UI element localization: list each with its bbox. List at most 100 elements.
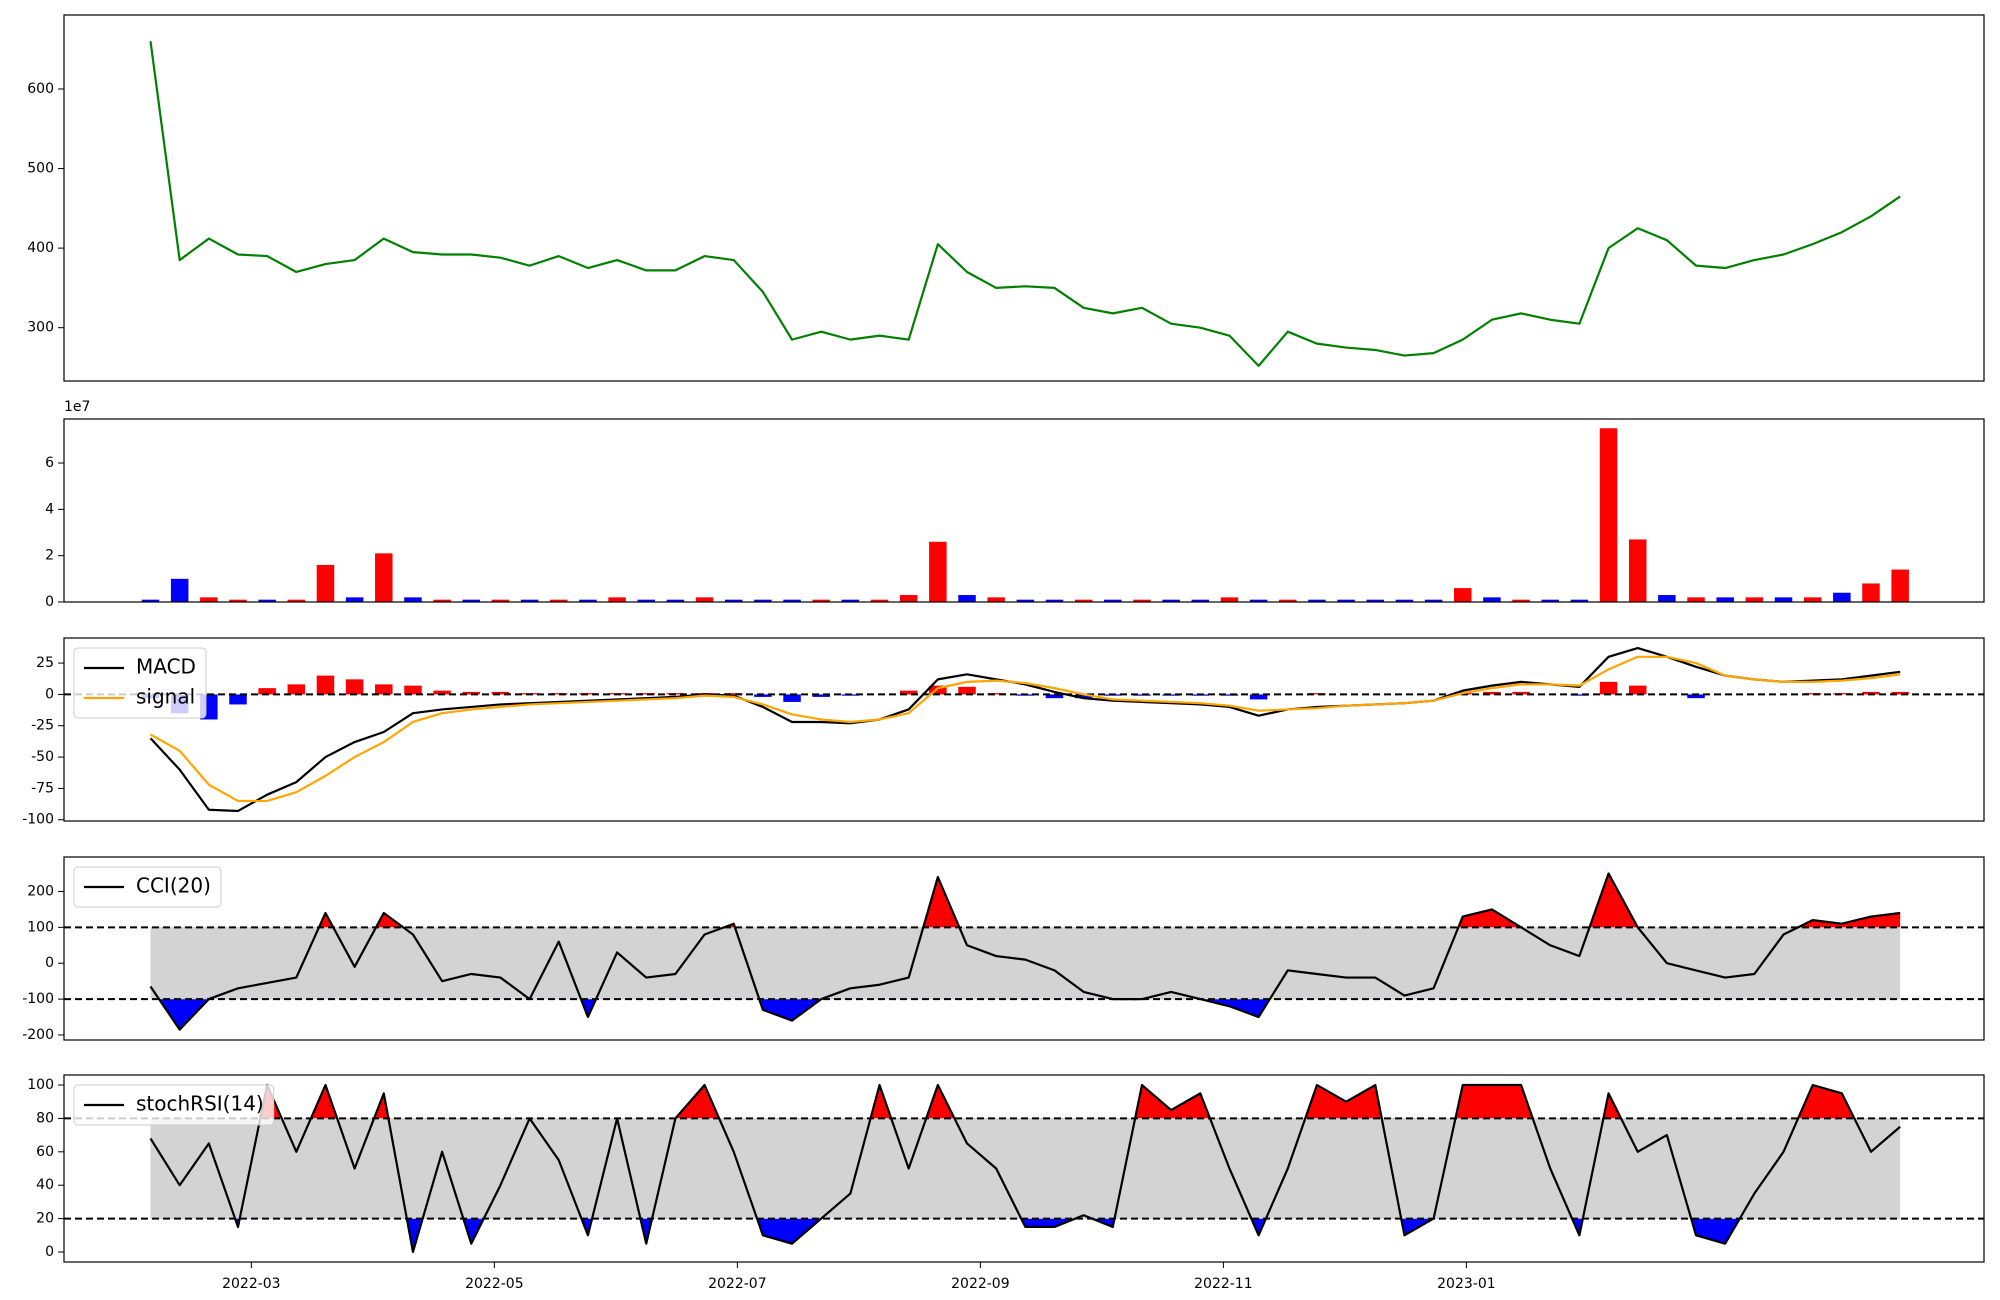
y-tick-label: 200 xyxy=(27,883,54,899)
bar xyxy=(258,688,276,695)
y-tick-label: 40 xyxy=(36,1177,54,1193)
bar xyxy=(200,597,218,602)
y-tick-label: -200 xyxy=(22,1027,54,1043)
bar xyxy=(345,597,364,602)
y-tick-label: 60 xyxy=(36,1144,54,1160)
fill-below xyxy=(150,999,1901,1030)
bar xyxy=(637,599,655,602)
y-tick-label: 100 xyxy=(27,919,54,935)
y-tick-label: 600 xyxy=(27,81,54,97)
bar xyxy=(1716,597,1734,602)
legend-box xyxy=(73,866,222,908)
axes-frame xyxy=(63,637,1985,822)
bar xyxy=(812,694,830,697)
bar xyxy=(899,595,918,602)
bar xyxy=(637,693,655,695)
y-tick-label: 0 xyxy=(45,1244,54,1260)
legend: MACD signal xyxy=(73,647,207,719)
legend: CCI(20) xyxy=(73,866,222,908)
bar xyxy=(229,599,247,602)
y-tick-label: 400 xyxy=(27,240,54,256)
bar xyxy=(462,691,481,695)
bar xyxy=(433,690,451,695)
y-tick-label: -50 xyxy=(31,749,54,765)
bar xyxy=(1891,691,1909,695)
bar xyxy=(1803,693,1822,695)
bar xyxy=(1249,694,1268,700)
band xyxy=(150,927,1901,1000)
bar xyxy=(170,578,189,602)
y-tick-label: 80 xyxy=(36,1110,54,1126)
y-tick-label: 300 xyxy=(27,320,54,336)
line xyxy=(149,646,1901,813)
axes-frame xyxy=(63,856,1985,1041)
y-tick-label: 500 xyxy=(27,161,54,177)
y-tick-label: -100 xyxy=(22,812,54,828)
offset-label: 1e7 xyxy=(64,399,90,415)
bar xyxy=(1133,599,1151,602)
band xyxy=(150,1118,1901,1219)
bar xyxy=(1162,599,1180,602)
bar xyxy=(1862,691,1880,695)
bar xyxy=(462,599,481,602)
bar xyxy=(870,599,889,602)
legend: stochRSI(14) xyxy=(73,1084,275,1126)
y-tick-label: 2 xyxy=(45,548,54,564)
bar xyxy=(1658,595,1676,602)
x-tick-label: 2022-09 xyxy=(951,1276,1010,1292)
bar xyxy=(287,599,306,602)
legend-box xyxy=(73,647,207,719)
line xyxy=(149,655,1901,803)
y-tick-label: -25 xyxy=(31,718,54,734)
y-tick-label: 20 xyxy=(36,1211,54,1227)
bar xyxy=(1541,599,1559,602)
bar xyxy=(929,685,947,695)
bar xyxy=(1249,599,1268,602)
bar xyxy=(1074,694,1093,699)
bar xyxy=(1687,597,1705,602)
plot-area xyxy=(149,41,1901,367)
bar xyxy=(1279,599,1297,602)
y-tick-label: 0 xyxy=(45,686,54,702)
plot-area xyxy=(141,428,1909,602)
bar xyxy=(754,694,772,697)
bar xyxy=(958,595,976,602)
bar xyxy=(1045,599,1064,602)
bar xyxy=(1512,599,1530,602)
bar xyxy=(783,694,801,702)
fill-below xyxy=(150,1218,1901,1252)
bar xyxy=(1337,599,1355,602)
bar xyxy=(958,686,976,695)
bar xyxy=(550,693,568,695)
plot-area xyxy=(64,1083,1984,1254)
bar xyxy=(1191,599,1210,602)
bar xyxy=(229,694,247,705)
bar xyxy=(1570,694,1589,696)
bar xyxy=(1862,583,1880,602)
bar xyxy=(1016,599,1035,602)
bar xyxy=(550,599,568,602)
bar xyxy=(1045,694,1064,699)
bar xyxy=(754,599,772,602)
bar xyxy=(724,693,743,695)
bar xyxy=(1833,592,1851,602)
bar xyxy=(1133,694,1151,696)
bar xyxy=(258,599,276,602)
bar xyxy=(1628,539,1647,602)
bar xyxy=(375,684,393,695)
y-tick-label: 100 xyxy=(27,1077,54,1093)
bar xyxy=(1104,599,1122,602)
line xyxy=(149,41,1901,367)
bar xyxy=(1308,599,1326,602)
y-tick-label: -100 xyxy=(22,991,54,1007)
x-tick-label: 2022-03 xyxy=(222,1276,281,1292)
bar xyxy=(987,597,1005,602)
axes-frame xyxy=(63,1074,1985,1263)
y-tick-label: -75 xyxy=(31,780,54,796)
y-tick-label: 4 xyxy=(45,501,54,517)
bar xyxy=(433,599,451,602)
bar xyxy=(899,690,918,695)
bar xyxy=(1220,694,1239,696)
line xyxy=(149,1083,1901,1254)
bar xyxy=(287,684,306,695)
